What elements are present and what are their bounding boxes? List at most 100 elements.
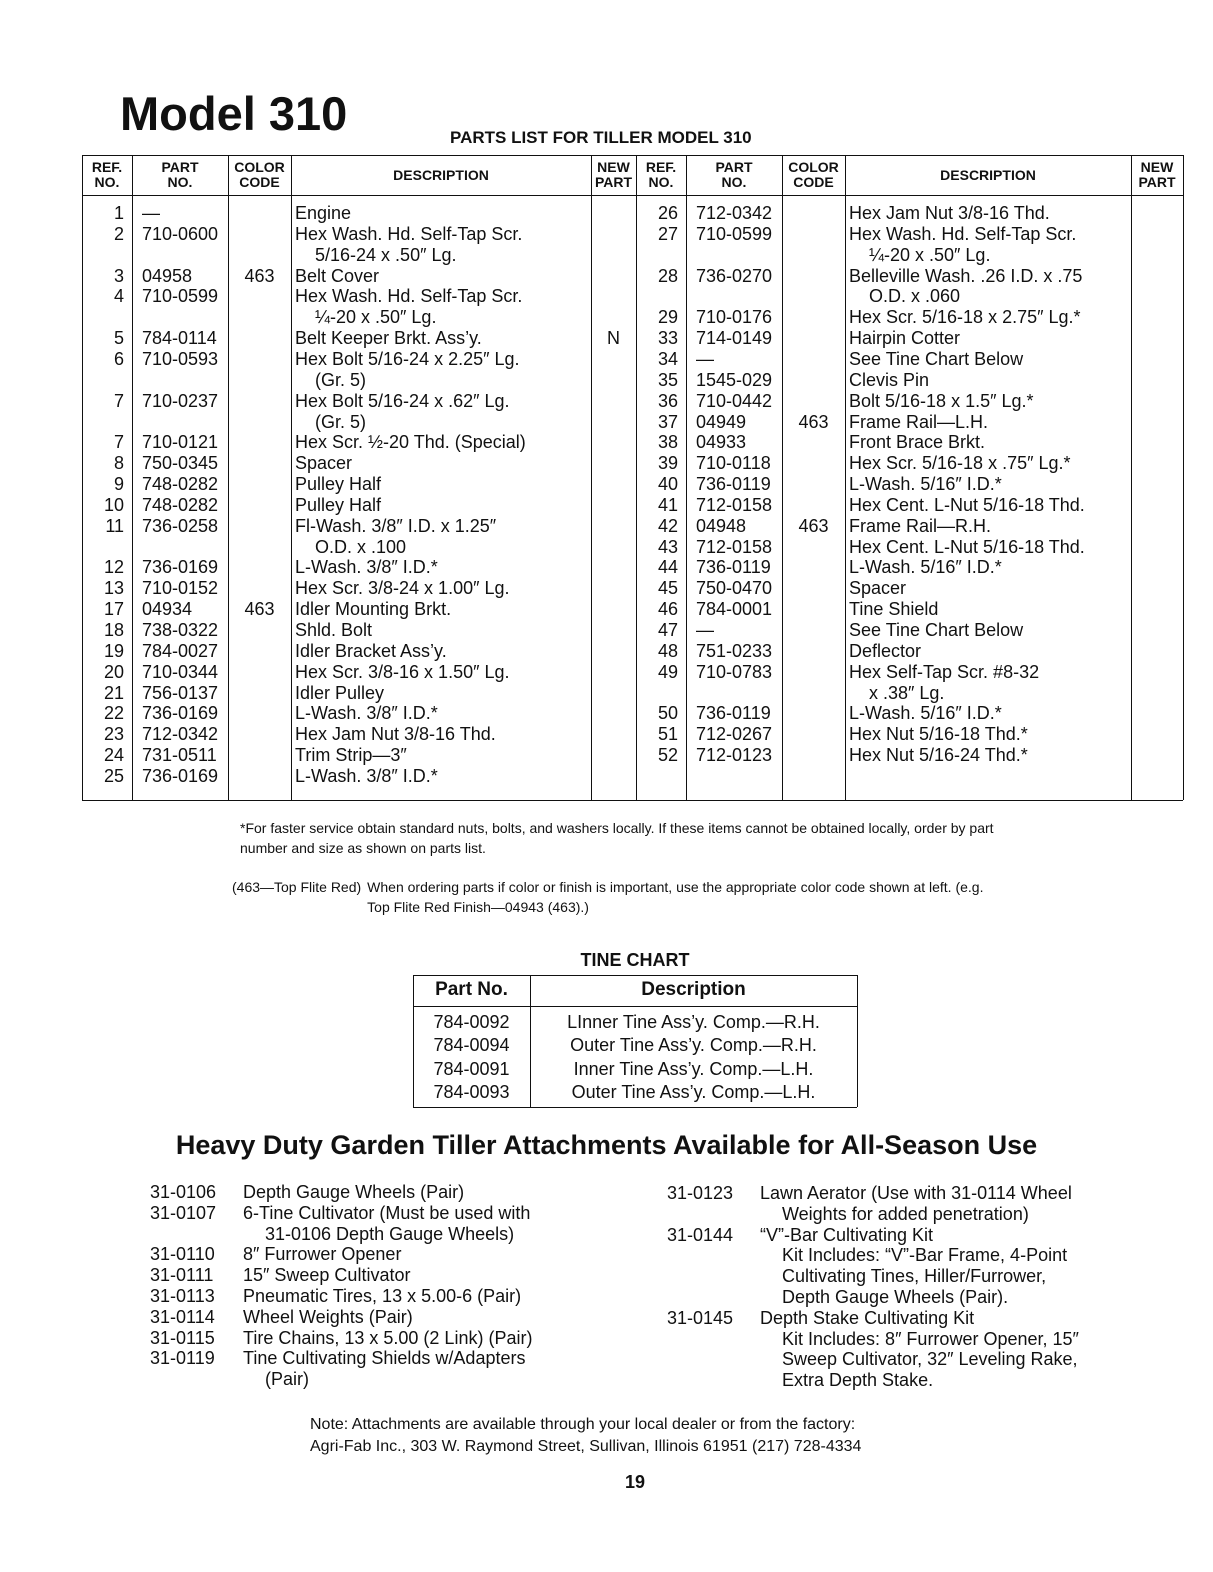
attachment-desc: Depth Gauge Wheels (Pair). xyxy=(782,1287,1009,1307)
part-no: 710-0344 xyxy=(142,661,219,682)
attachment-desc: Wheel Weights (Pair) xyxy=(243,1306,413,1327)
part-no: 712-0158 xyxy=(696,494,773,515)
model-title: Model 310 xyxy=(120,87,348,140)
part-no: 710-0118 xyxy=(696,453,771,474)
attachment-desc: Tire Chains, 13 x 5.00 (2 Link) (Pair) xyxy=(243,1327,533,1348)
description: Hex Scr. 3/8-24 x 1.00″ Lg. xyxy=(295,578,510,599)
description: L-Wash. 5/16″ I.D.* xyxy=(849,557,1002,578)
description: Pulley Half xyxy=(295,494,382,515)
attachment-desc: Kit Includes: “V”-Bar Frame, 4-Point xyxy=(782,1245,1068,1266)
part-no: — xyxy=(696,348,714,369)
column-line xyxy=(782,155,783,800)
ref-no: 37 xyxy=(657,411,678,432)
part-no: — xyxy=(142,203,160,223)
part-no: 748-0282 xyxy=(142,474,219,495)
part-no: 710-0599 xyxy=(142,286,219,307)
ref-no: 40 xyxy=(657,474,678,495)
ref-no: 39 xyxy=(657,453,678,474)
header-text: DESCRIPTION xyxy=(393,166,489,183)
attachment-desc: Depth Gauge Wheels (Pair) xyxy=(243,1182,465,1202)
part-no: 738-0322 xyxy=(142,620,219,640)
ref-no: 9 xyxy=(113,474,124,495)
ref-no: 8 xyxy=(113,453,124,474)
part-no: 750-0345 xyxy=(142,453,219,474)
description: Hex Bolt 5/16-24 x .62″ Lg. xyxy=(295,390,510,411)
description: Hex Nut 5/16-24 Thd.* xyxy=(849,745,1028,766)
column-line xyxy=(1131,155,1132,800)
color-code: 463 xyxy=(798,515,829,536)
attachment-code: 31-0110 xyxy=(150,1244,215,1265)
parts-list-title: PARTS LIST FOR TILLER MODEL 310 xyxy=(450,128,752,147)
attachment-desc: Kit Includes: 8″ Furrower Opener, 15″ xyxy=(782,1328,1079,1349)
description: Idler Bracket Ass’y. xyxy=(295,640,447,661)
note: Note: Attachments are available through … xyxy=(310,1414,861,1458)
ref-no: 45 xyxy=(657,578,678,599)
part-no: 736-0258 xyxy=(142,515,219,536)
part-no: 712-0342 xyxy=(142,724,219,745)
description: ¼-20 x .50″ Lg. xyxy=(869,244,991,265)
description: Shld. Bolt xyxy=(295,620,373,640)
part-no: 710-0237 xyxy=(142,390,219,411)
ref-no: 2 xyxy=(113,223,124,244)
description: O.D. x .100 xyxy=(315,536,407,557)
column-line xyxy=(1183,155,1184,800)
description: Deflector xyxy=(849,640,922,661)
description: x .38″ Lg. xyxy=(869,682,945,703)
column-header: DESCRIPTION xyxy=(291,155,591,195)
part-no: 784-0001 xyxy=(696,599,773,620)
ref-no: 26 xyxy=(657,203,678,223)
part-no: 710-0152 xyxy=(142,578,219,599)
part-no: 784-0027 xyxy=(142,640,219,661)
attachment-desc: 15″ Sweep Cultivator xyxy=(243,1265,411,1286)
part-no: 712-0342 xyxy=(696,203,773,223)
attachment-desc: “V”-Bar Cultivating Kit xyxy=(760,1224,934,1245)
attachment-code: 31-0115 xyxy=(150,1327,215,1348)
description: Frame Rail—L.H. xyxy=(849,411,989,432)
ref-no: 46 xyxy=(657,599,678,620)
table-border xyxy=(82,195,1183,196)
part-no: 712-0158 xyxy=(696,536,773,557)
ref-no: 34 xyxy=(657,348,678,369)
description: Hex Scr. 5/16-18 x .75″ Lg.* xyxy=(849,453,1071,474)
part-no: 712-0267 xyxy=(696,724,773,745)
description: Hex Wash. Hd. Self-Tap Scr. xyxy=(295,286,523,307)
description: Hex Self-Tap Scr. #8-32 xyxy=(849,661,1040,682)
tine-chart-title: TINE CHART xyxy=(580,950,690,970)
ref-no: 33 xyxy=(657,328,678,349)
ref-no: 48 xyxy=(657,640,678,661)
column-header: COLOR CODE xyxy=(782,155,845,195)
column-line xyxy=(228,155,229,800)
description: L-Wash. 5/16″ I.D.* xyxy=(849,703,1002,724)
description: Hex Cent. L-Nut 5/16-18 Thd. xyxy=(849,536,1085,557)
part-no: 04933 xyxy=(696,432,747,453)
part-no: 736-0119 xyxy=(696,474,771,495)
description: (Gr. 5) xyxy=(315,369,367,390)
description: Pulley Half xyxy=(295,474,382,495)
ref-no: 13 xyxy=(103,578,124,599)
ref-no: 11 xyxy=(105,515,124,536)
attachment-code: 31-0107 xyxy=(150,1202,217,1223)
part-no: 736-0169 xyxy=(142,765,219,786)
color-note: (463—Top Flite Red) When ordering parts … xyxy=(232,877,1007,917)
attachment-desc: Pneumatic Tires, 13 x 5.00-6 (Pair) xyxy=(243,1286,522,1306)
part-no: — xyxy=(696,620,714,640)
part-no: 731-0511 xyxy=(142,745,217,766)
ref-no: 19 xyxy=(103,640,124,661)
description: Spacer xyxy=(295,453,353,474)
description: ¼-20 x .50″ Lg. xyxy=(315,307,437,328)
description: Hex Jam Nut 3/8-16 Thd. xyxy=(849,203,1050,223)
header-text: REF. NO. xyxy=(91,159,123,190)
tine-border xyxy=(530,975,531,1107)
tine-border xyxy=(413,1107,857,1108)
tine-border xyxy=(413,975,414,1107)
header-text: COLOR CODE xyxy=(234,159,285,190)
attachment-desc: Sweep Cultivator, 32″ Leveling Rake, xyxy=(782,1349,1078,1370)
part-no: 710-0599 xyxy=(696,223,773,244)
column-line xyxy=(82,155,83,800)
part-no: 736-0270 xyxy=(696,265,773,286)
description: Hex Bolt 5/16-24 x 2.25″ Lg. xyxy=(295,348,520,369)
column-line xyxy=(686,155,687,800)
description: Hex Scr. ½-20 Thd. (Special) xyxy=(295,432,526,453)
ref-no: 6 xyxy=(113,348,124,369)
